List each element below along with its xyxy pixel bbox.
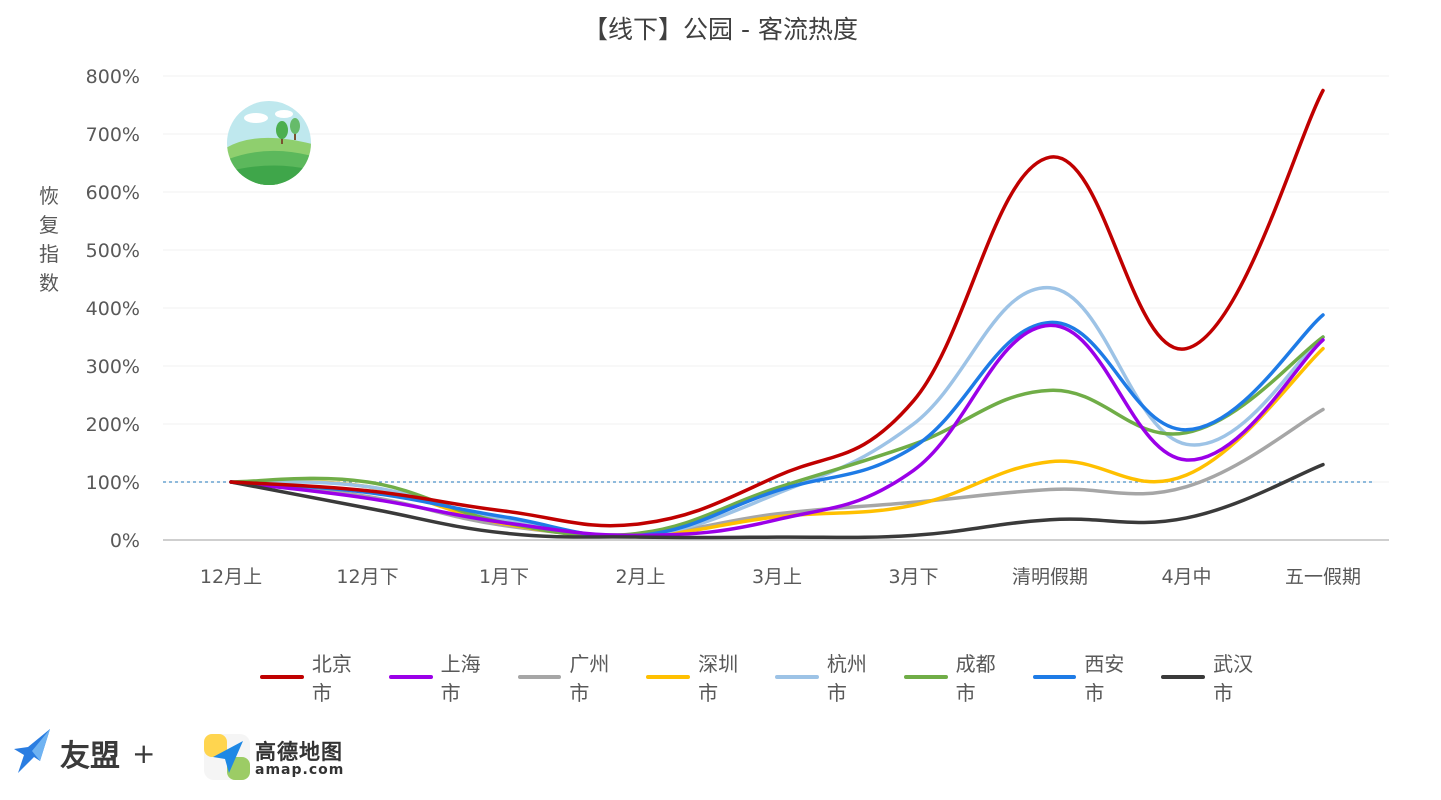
legend-label: 西安市 (1084, 652, 1125, 705)
legend-item: 广州市 (517, 648, 630, 706)
series-line-4 (229, 346, 1325, 538)
line-chart: 0%100%200%300%400%500%600%700%800% 12月上 1… (86, 66, 1389, 588)
series-line-6 (229, 335, 1325, 538)
series-line-2 (229, 323, 1325, 538)
amap-logo-icon (203, 733, 251, 785)
series-line-7 (229, 313, 1325, 539)
y-tick-label: 300% (86, 356, 140, 378)
legend-item: 北京市 (260, 648, 372, 706)
legend-item: 西安市 (1032, 648, 1145, 706)
legend-swatch (517, 675, 562, 679)
legend-item: 武汉市 (1161, 648, 1273, 706)
umeng-logo-text: 友盟 (60, 739, 120, 774)
grid-lines (163, 75, 1389, 541)
y-tick-label: 800% (86, 66, 140, 88)
amap-logo: 高德地图 amap.com (203, 733, 344, 785)
x-tick-label: 2月上 (615, 566, 665, 588)
y-tick-label: 200% (86, 414, 140, 436)
y-axis-label: 恢 复 指 数 (39, 184, 59, 295)
y-tick-label: 600% (86, 182, 140, 204)
x-tick-label: 12月上 (200, 566, 262, 588)
y-tick-label: 700% (86, 124, 140, 146)
legend-swatch (903, 675, 948, 679)
y-tick-label: 0% (110, 530, 140, 552)
series-line-1 (229, 88, 1325, 528)
legend-label: 成都市 (955, 652, 996, 705)
x-tick-label: 五一假期 (1285, 566, 1361, 588)
x-tick-label: 3月下 (888, 566, 938, 588)
x-tick-label: 12月下 (336, 566, 398, 588)
legend-swatch (388, 675, 433, 679)
legend-label: 杭州市 (826, 652, 867, 705)
y-tick-label: 100% (86, 472, 140, 494)
park-landscape-icon (226, 100, 312, 190)
series-lines (229, 88, 1325, 540)
x-tick-label: 4月中 (1161, 566, 1211, 588)
legend-label: 武汉市 (1213, 652, 1254, 705)
legend-swatch (1161, 675, 1206, 679)
y-tick-label: 400% (86, 298, 140, 320)
x-tick-label: 3月上 (752, 566, 802, 588)
legend-item: 成都市 (903, 648, 1016, 706)
legend-label: 深圳市 (698, 652, 739, 705)
legend-item: 上海市 (388, 648, 501, 706)
x-tick-labels: 12月上 12月下 1月下 2月上 3月上 3月下 清明假期 4月中 五一假期 (200, 566, 1361, 588)
legend-item: 深圳市 (646, 648, 758, 706)
y-tick-labels: 0% 100% 200% 300% 400% 500% 600% 700% 800% (86, 66, 140, 552)
logo-plus: + (132, 736, 156, 770)
legend-label: 上海市 (440, 652, 481, 705)
umeng-logo: 友盟 + (10, 727, 155, 779)
series-line-5 (229, 285, 1325, 539)
legend-swatch (775, 675, 819, 679)
legend-item: 杭州市 (775, 648, 887, 706)
x-tick-label: 1月下 (479, 566, 529, 588)
series-line-8 (229, 462, 1325, 540)
amap-logo-domain: amap.com (255, 761, 345, 778)
legend-swatch (1032, 675, 1077, 679)
chart-title: 【线下】公园 - 客流热度 (583, 15, 858, 44)
legend: 北京市 上海市 广州市 深圳市 杭州市 成都市 西安市 武汉市 (260, 652, 1290, 705)
legend-label: 广州市 (569, 652, 610, 705)
amap-logo-text: 高德地图 (255, 739, 343, 764)
legend-label: 北京市 (311, 652, 352, 705)
legend-swatch (260, 675, 304, 679)
y-tick-label: 500% (86, 240, 140, 262)
legend-swatch (646, 675, 691, 679)
umeng-bird-icon (10, 727, 54, 779)
x-tick-label: 清明假期 (1012, 566, 1088, 588)
